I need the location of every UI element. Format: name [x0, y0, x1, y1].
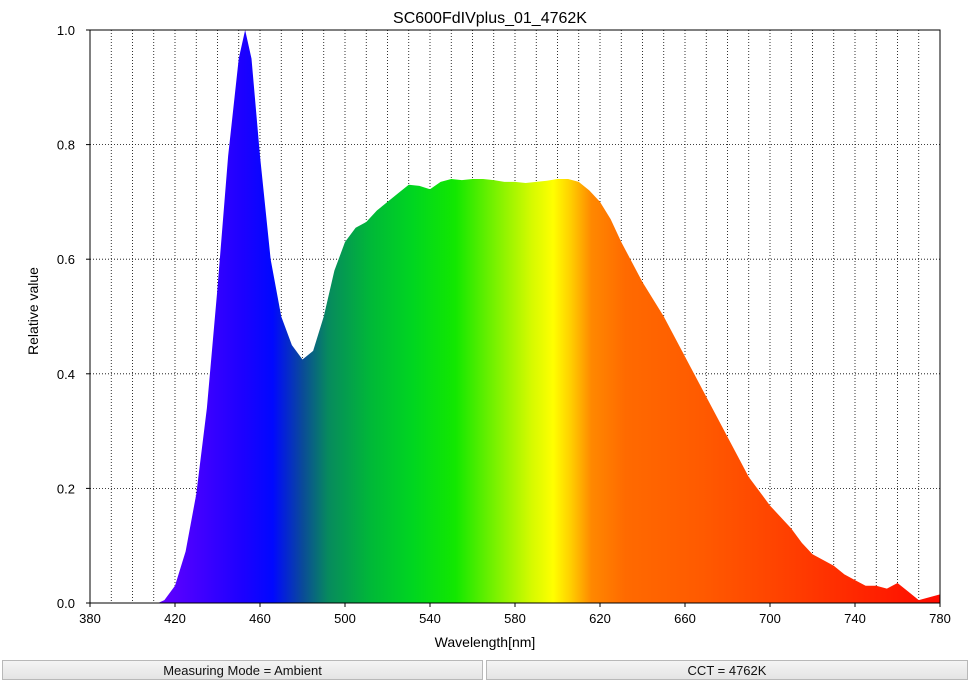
y-tick-label: 0.4 [57, 367, 75, 382]
y-axis-label: Relative value [25, 267, 41, 355]
y-tick-label: 0.8 [57, 138, 75, 153]
x-tick-label: 620 [589, 611, 611, 626]
x-tick-label: 740 [844, 611, 866, 626]
x-tick-label: 540 [419, 611, 441, 626]
spectrum-area [90, 30, 940, 603]
cct-field: CCT = 4762K [486, 660, 968, 680]
chart-title: SC600FdIVplus_01_4762K [393, 10, 587, 27]
y-tick-label: 1.0 [57, 23, 75, 38]
y-tick-label: 0.0 [57, 596, 75, 611]
x-axis-label: Wavelength[nm] [435, 634, 536, 650]
x-tick-label: 700 [759, 611, 781, 626]
x-tick-label: 660 [674, 611, 696, 626]
x-tick-label: 580 [504, 611, 526, 626]
spectrum-chart: 380 420 460 500 540 580 620 660 700 740 780 0.0 0.2… [25, 10, 951, 650]
x-tick-label: 420 [164, 611, 186, 626]
y-tick-label: 0.6 [57, 252, 75, 267]
x-tick-label: 380 [79, 611, 101, 626]
x-axis: 380 420 460 500 540 580 620 660 700 740 780 [79, 603, 951, 626]
x-tick-label: 780 [929, 611, 951, 626]
y-axis: 0.0 0.2 0.4 0.6 0.8 1.0 [57, 23, 90, 611]
x-tick-label: 460 [249, 611, 271, 626]
x-tick-label: 500 [334, 611, 356, 626]
status-bar: Measuring Mode = Ambient CCT = 4762K [0, 657, 970, 683]
measuring-mode-field: Measuring Mode = Ambient [2, 660, 483, 680]
y-tick-label: 0.2 [57, 481, 75, 496]
